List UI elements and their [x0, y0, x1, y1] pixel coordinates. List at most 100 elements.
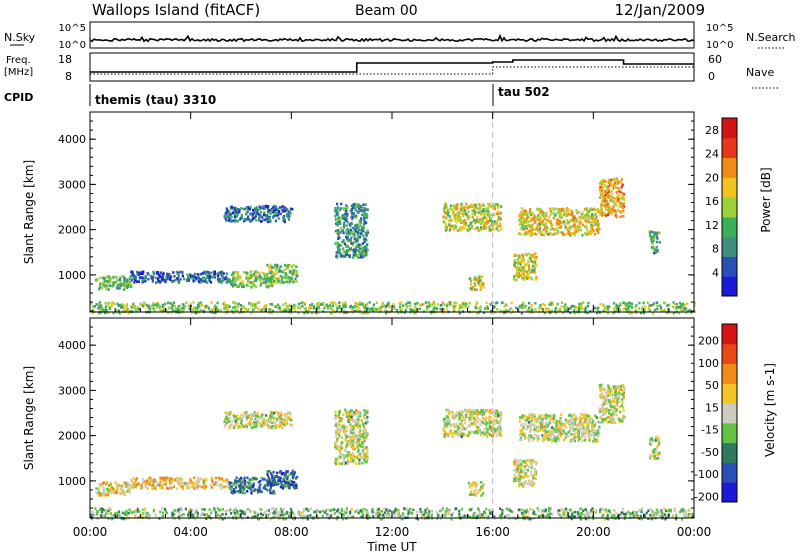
echo-cell: [222, 276, 225, 279]
echo-cell: [548, 418, 551, 421]
echo-cell: [493, 220, 496, 224]
echo-cell: [514, 475, 517, 479]
echo-cell: [518, 261, 521, 265]
echo-cell: [358, 424, 361, 428]
echo-cell: [238, 284, 241, 288]
echo-cell: [360, 435, 363, 438]
echo-cell: [485, 210, 488, 213]
echo-cell: [148, 483, 151, 486]
echo-cell: [607, 211, 610, 214]
echo-cell: [187, 279, 190, 282]
echo-cell: [101, 307, 104, 310]
echo-cell: [576, 211, 579, 215]
echo-cell: [100, 307, 103, 310]
echo-cell: [655, 247, 658, 251]
echo-cell: [301, 305, 304, 308]
echo-cell: [642, 301, 645, 305]
echo-cell: [447, 219, 451, 223]
echo-cell: [483, 224, 486, 228]
echo-cell: [217, 274, 220, 278]
echo-cell: [528, 211, 531, 215]
echo-cell: [535, 264, 538, 267]
echo-cell: [193, 487, 196, 490]
echo-cell: [558, 212, 561, 216]
echo-cell: [239, 483, 242, 487]
echo-cell: [650, 231, 653, 234]
echo-cell: [496, 301, 499, 304]
echo-cell: [530, 218, 533, 222]
echo-cell: [560, 301, 564, 304]
echo-cell: [112, 275, 115, 279]
echo-cell: [132, 277, 135, 280]
echo-cell: [529, 481, 532, 485]
echo-cell: [237, 285, 240, 288]
echo-cell: [448, 223, 451, 226]
echo-cell: [635, 304, 638, 307]
echo-cell: [269, 308, 273, 312]
echo-cell: [357, 205, 360, 208]
echo-cell: [615, 186, 618, 190]
echo-cell: [108, 277, 111, 280]
echo-cell: [255, 276, 258, 280]
echo-cell: [530, 229, 533, 232]
echo-cell: [353, 309, 356, 313]
echo-cell: [318, 303, 321, 307]
echo-cell: [160, 309, 163, 312]
colorbar-tick-label: 4: [712, 266, 719, 279]
echo-cell: [683, 308, 686, 311]
echo-cell: [336, 427, 339, 431]
echo-cell: [494, 301, 497, 305]
echo-cell: [357, 441, 360, 444]
echo-cell: [234, 423, 237, 426]
echo-cell: [368, 301, 371, 304]
echo-cell: [586, 311, 589, 315]
echo-cell: [531, 253, 534, 257]
echo-cell: [681, 307, 684, 311]
nave-label: Nave: [746, 66, 774, 79]
echo-cell: [445, 425, 448, 429]
echo-cell: [552, 421, 555, 424]
echo-cell: [277, 411, 280, 414]
echo-cell: [408, 301, 411, 304]
echo-cell: [106, 276, 109, 279]
echo-cell: [616, 196, 620, 199]
echo-cell: [642, 311, 646, 315]
echo-cell: [282, 275, 286, 279]
echo-cell: [233, 424, 236, 428]
echo-cell: [284, 309, 288, 312]
echo-cell: [198, 280, 201, 284]
echo-cell: [361, 226, 364, 230]
echo-cell: [542, 416, 545, 420]
echo-cell: [225, 417, 228, 421]
echo-cell: [259, 282, 263, 285]
echo-cell: [254, 270, 257, 274]
echo-cell: [458, 410, 461, 413]
echo-cell: [243, 483, 246, 486]
echo-cell: [177, 274, 180, 278]
echo-cell: [466, 206, 469, 209]
echo-cell: [460, 419, 463, 423]
echo-cell: [544, 214, 548, 218]
echo-cell: [191, 482, 194, 485]
echo-cell: [338, 462, 341, 466]
echo-cell: [102, 281, 105, 284]
echo-cell: [522, 272, 525, 276]
echo-cell: [494, 431, 497, 435]
echo-cell: [293, 471, 297, 474]
echo-cell: [287, 218, 290, 221]
echo-cell: [525, 218, 529, 221]
echo-cell: [255, 421, 258, 424]
echo-cell: [346, 413, 349, 417]
echo-cell: [271, 480, 274, 484]
echo-cell: [627, 302, 630, 305]
echo-cell: [271, 414, 274, 418]
echo-cell: [153, 486, 156, 490]
echo-cell: [266, 205, 269, 208]
echo-cell: [211, 480, 214, 484]
echo-cell: [610, 208, 613, 211]
echo-cell: [337, 221, 340, 224]
echo-cell: [469, 279, 473, 283]
echo-cell: [497, 206, 500, 209]
echo-cell: [224, 217, 227, 220]
echo-cell: [107, 311, 110, 315]
